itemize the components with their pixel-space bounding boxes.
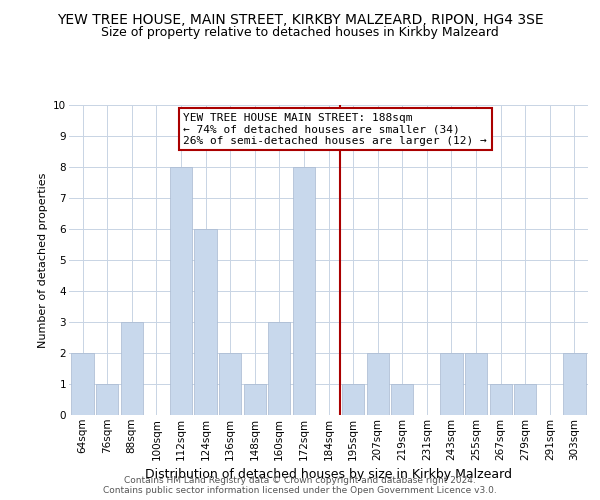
Bar	[121, 322, 143, 415]
Bar	[219, 353, 241, 415]
Bar	[244, 384, 266, 415]
Bar	[194, 229, 217, 415]
Bar	[440, 353, 463, 415]
Bar	[367, 353, 389, 415]
X-axis label: Distribution of detached houses by size in Kirkby Malzeard: Distribution of detached houses by size …	[145, 468, 512, 481]
Text: Size of property relative to detached houses in Kirkby Malzeard: Size of property relative to detached ho…	[101, 26, 499, 39]
Text: YEW TREE HOUSE, MAIN STREET, KIRKBY MALZEARD, RIPON, HG4 3SE: YEW TREE HOUSE, MAIN STREET, KIRKBY MALZ…	[56, 12, 544, 26]
Bar	[96, 384, 118, 415]
Bar	[342, 384, 364, 415]
Bar	[391, 384, 413, 415]
Bar	[170, 167, 192, 415]
Bar	[514, 384, 536, 415]
Bar	[71, 353, 94, 415]
Text: Contains HM Land Registry data © Crown copyright and database right 2024.
Contai: Contains HM Land Registry data © Crown c…	[103, 476, 497, 495]
Bar	[563, 353, 586, 415]
Bar	[268, 322, 290, 415]
Text: YEW TREE HOUSE MAIN STREET: 188sqm
← 74% of detached houses are smaller (34)
26%: YEW TREE HOUSE MAIN STREET: 188sqm ← 74%…	[184, 113, 487, 146]
Y-axis label: Number of detached properties: Number of detached properties	[38, 172, 47, 348]
Bar	[465, 353, 487, 415]
Bar	[490, 384, 512, 415]
Bar	[293, 167, 315, 415]
